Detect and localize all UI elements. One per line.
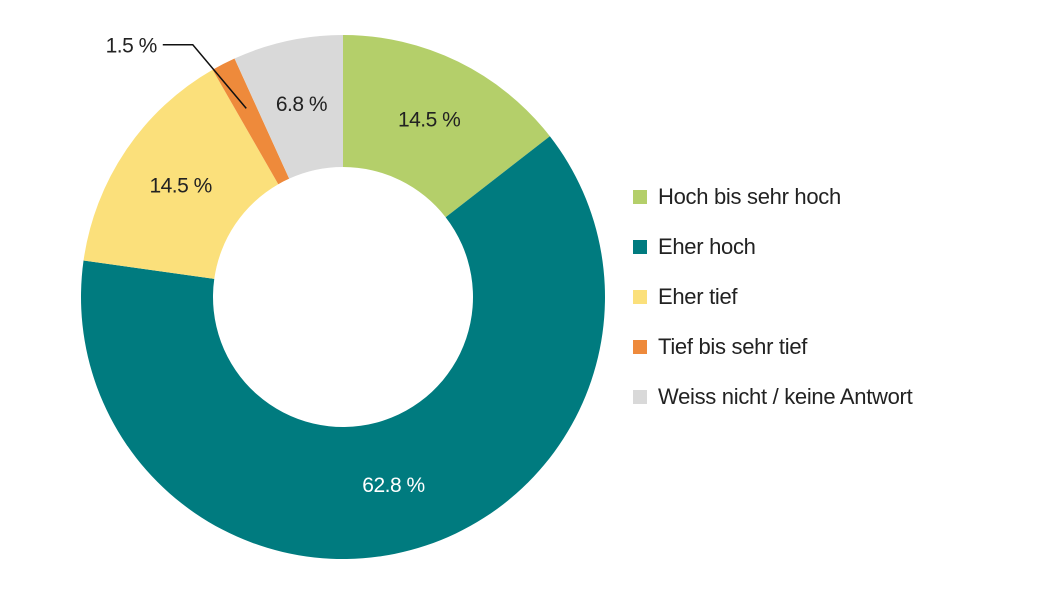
legend-label: Hoch bis sehr hoch [658,184,841,209]
slice-label: 14.5 % [149,175,211,198]
legend-swatch [633,240,647,254]
legend-label: Weiss nicht / keine Antwort [658,384,913,409]
slice-label: 14.5 % [398,108,460,131]
leader-line [162,44,247,109]
donut-slice [343,35,550,218]
legend-swatch [633,290,647,304]
legend-swatch [633,340,647,354]
donut-slice [83,69,279,279]
legend-label: Eher tief [658,284,738,309]
donut-slice [80,136,605,559]
slice-label: 1.5 % [106,34,157,57]
slice-label: 6.8 % [276,93,327,116]
legend-label: Eher hoch [658,234,756,259]
slice-label: 62.8 % [362,474,424,497]
donut-slice [234,35,343,179]
legend-label: Tief bis sehr tief [658,334,808,359]
legend-swatch [633,190,647,204]
legend-swatch [633,390,647,404]
